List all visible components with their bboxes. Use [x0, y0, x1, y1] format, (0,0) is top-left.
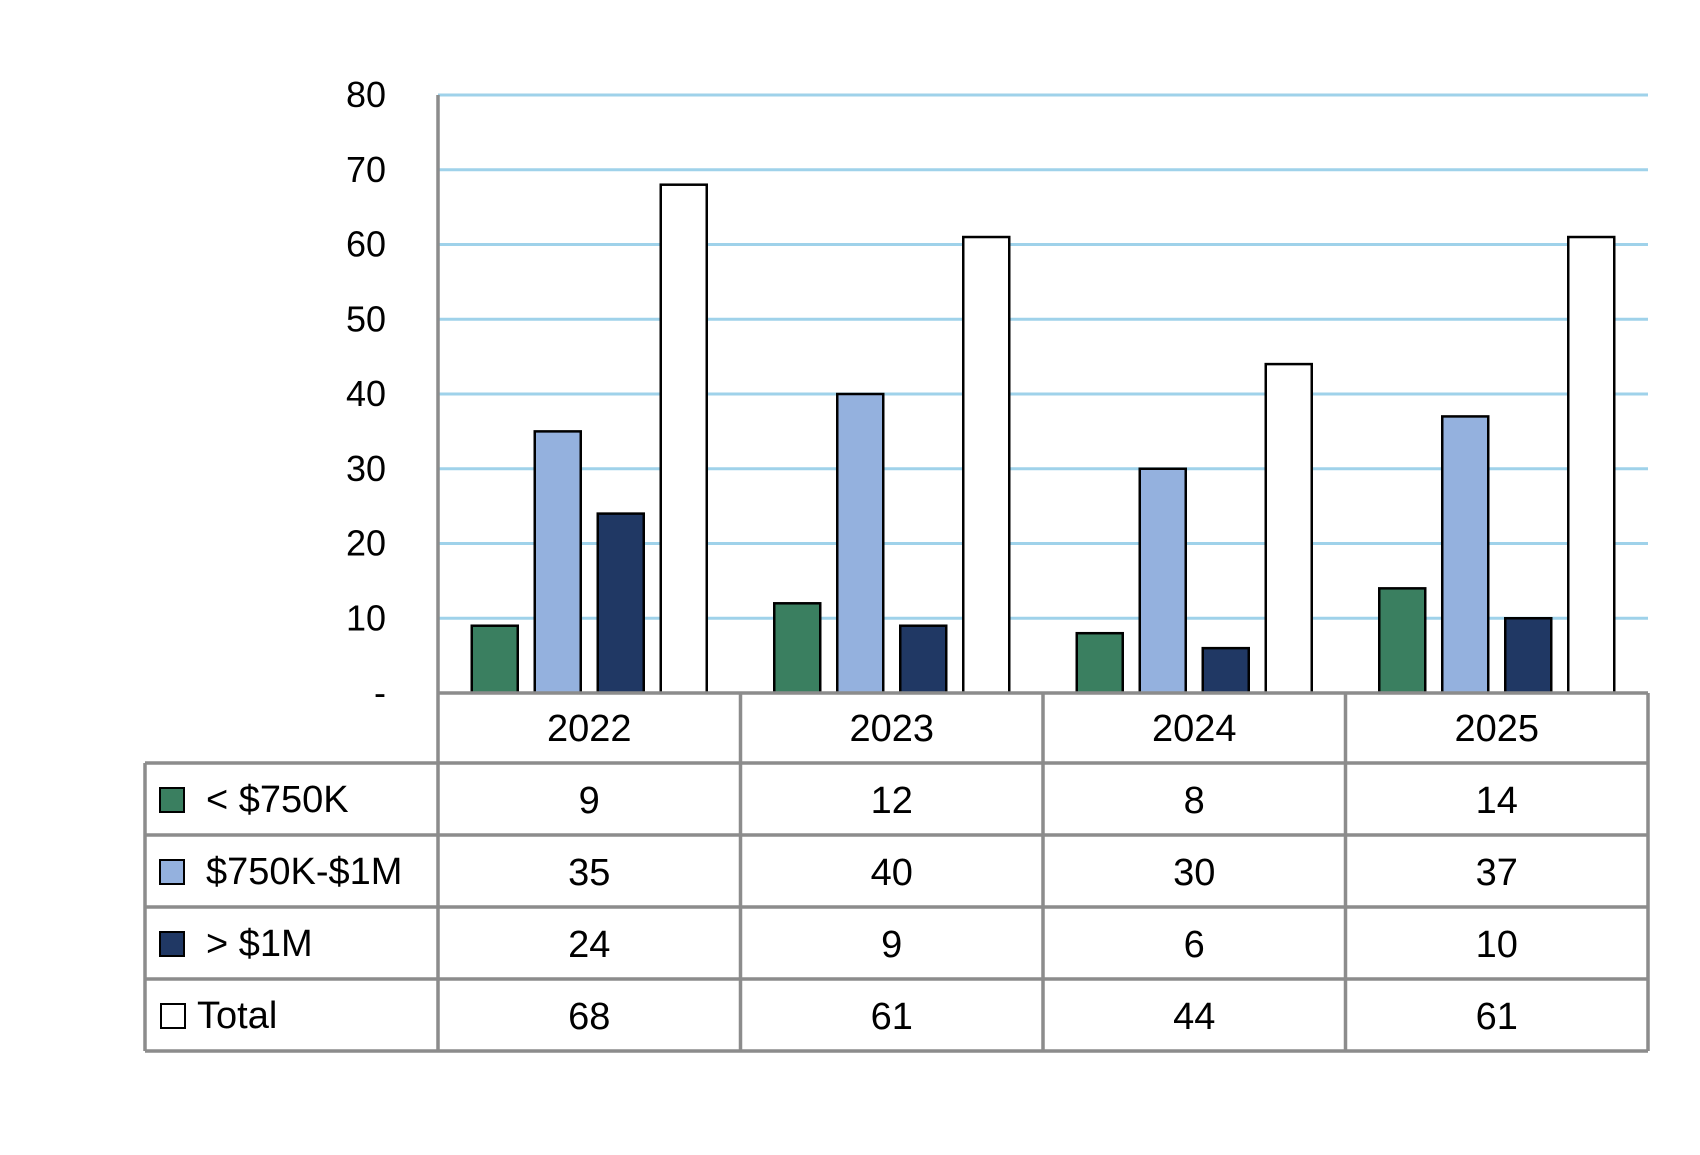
- data-label: 44: [1173, 996, 1215, 1038]
- bar: [1075, 631, 1124, 695]
- bar: [899, 624, 948, 695]
- data-label: 37: [1476, 852, 1518, 894]
- bar: [836, 392, 885, 695]
- bars: [470, 183, 1616, 695]
- legend-label: $750K-$1M: [206, 851, 402, 893]
- bar: [962, 235, 1011, 695]
- data-label: 35: [568, 852, 610, 894]
- bar: [533, 430, 582, 695]
- bar: [659, 183, 708, 695]
- data-label: 61: [871, 996, 913, 1038]
- data-label: 14: [1476, 780, 1518, 822]
- y-axis-ticks: - 10 20 30 40 50 60 70 80: [346, 74, 386, 713]
- legend-label: > $1M: [206, 923, 313, 965]
- data-label: 9: [881, 924, 902, 966]
- legend-label: < $750K: [206, 779, 349, 821]
- bar: [470, 624, 519, 695]
- data-label: 8: [1184, 780, 1205, 822]
- data-label: 68: [568, 996, 610, 1038]
- bar: [596, 512, 645, 695]
- x-tick-label: 2023: [849, 708, 934, 750]
- x-tick-label: 2024: [1152, 708, 1237, 750]
- data-table: 2022 2023 2024 2025 < $750K 9 12 8 14 $750K-$1M 35…: [143, 691, 1650, 1053]
- data-label: 6: [1184, 924, 1205, 966]
- legend-label: Total: [197, 995, 277, 1037]
- bar: [1567, 235, 1616, 695]
- data-label: 40: [871, 852, 913, 894]
- y-tick-label: -: [374, 672, 386, 713]
- y-tick-label: 30: [346, 448, 386, 489]
- bar: [1378, 587, 1427, 695]
- y-tick-label: 10: [346, 597, 386, 638]
- legend-swatch: [160, 1003, 186, 1029]
- data-label: 24: [568, 924, 610, 966]
- bar: [773, 602, 822, 695]
- y-tick-label: 80: [346, 74, 386, 115]
- data-label: 30: [1173, 852, 1215, 894]
- bar: [1264, 362, 1313, 695]
- bar: [1504, 617, 1553, 695]
- legend-swatch: [159, 859, 185, 885]
- y-tick-label: 40: [346, 373, 386, 414]
- bar: [1441, 415, 1490, 695]
- y-tick-label: 50: [346, 298, 386, 339]
- data-label: 10: [1476, 924, 1518, 966]
- y-tick-label: 70: [346, 149, 386, 190]
- legend-swatch: [159, 787, 185, 813]
- bar: [1201, 646, 1250, 695]
- data-label: 12: [871, 780, 913, 822]
- bar: [1138, 467, 1187, 695]
- x-tick-label: 2022: [547, 708, 632, 750]
- legend-swatch: [159, 931, 185, 957]
- data-label: 9: [579, 780, 600, 822]
- x-tick-label: 2025: [1454, 708, 1539, 750]
- data-label: 61: [1476, 996, 1518, 1038]
- y-tick-label: 60: [346, 224, 386, 265]
- y-tick-label: 20: [346, 523, 386, 564]
